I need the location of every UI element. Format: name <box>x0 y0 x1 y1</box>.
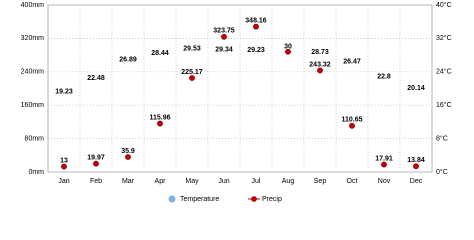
precip-label: 13.84 <box>407 157 425 164</box>
x-tick-label: Feb <box>90 178 102 185</box>
precip-dot <box>381 161 387 168</box>
temperature-label: 22.48 <box>87 75 105 82</box>
temperature-label: 29.23 <box>247 47 265 54</box>
legend-label: Temperature <box>180 196 219 203</box>
x-tick-label: Jun <box>218 178 229 185</box>
x-tick-label: Jul <box>252 178 261 185</box>
precip-label: 110.65 <box>341 117 362 124</box>
x-tick-label: Aug <box>282 178 295 185</box>
precip-dot <box>253 23 259 30</box>
temperature-label: 19.23 <box>55 89 73 96</box>
precip-label: 115.96 <box>149 114 170 121</box>
temperature-label: 29.53 <box>183 46 201 53</box>
temperature-label: 28.44 <box>151 50 169 57</box>
x-tick-label: Nov <box>378 178 391 185</box>
y-tick-label: 320mm <box>21 35 45 42</box>
x-tick-label: Dec <box>410 178 423 185</box>
y2-tick-label: 40°C <box>436 1 452 9</box>
y-tick-label: 0mm <box>28 169 44 176</box>
y-tick-label: 160mm <box>21 102 45 109</box>
legend-swatch <box>251 196 257 202</box>
x-tick-label: Oct <box>347 178 358 185</box>
x-tick-label: Sep <box>314 178 327 185</box>
precip-dot <box>189 75 195 81</box>
legend-item: Precip <box>248 196 282 203</box>
y-tick-label: 400mm <box>21 2 45 9</box>
precip-label: 348.16 <box>245 17 267 24</box>
temperature-label: 28.73 <box>311 49 329 56</box>
precip-dot <box>413 163 419 170</box>
y2-tick-label: 8°C <box>436 134 448 142</box>
x-tick-label: Jan <box>58 178 69 185</box>
precip-label: 13 <box>60 157 68 164</box>
precip-label: 225.17 <box>181 69 203 76</box>
precip-dot <box>317 67 323 74</box>
y-tick-label: 80mm <box>25 135 45 142</box>
y2-tick-label: 24°C <box>436 68 452 76</box>
y2-tick-label: 0°C <box>436 168 448 176</box>
temperature-label: 22.8 <box>377 74 391 81</box>
precip-dot <box>93 160 99 167</box>
y-tick-label: 240mm <box>21 69 45 76</box>
legend-label: Precip <box>262 196 282 203</box>
temperature-label: 26.89 <box>119 57 137 64</box>
temperature-label: 26.47 <box>343 58 361 65</box>
x-tick-label: Mar <box>122 178 135 185</box>
legend-item: Temperature <box>168 195 219 203</box>
x-tick-label: May <box>185 178 199 185</box>
precip-dot <box>349 122 355 129</box>
y2-tick-label: 16°C <box>436 101 452 109</box>
chart: 0mm 80mm 160mm 240mm 320mm 400mm 0°C 8°C 16°C 24°… <box>21 1 452 203</box>
temperature-label: 30 <box>284 44 292 51</box>
precip-label: 323.75 <box>213 28 235 35</box>
precip-dot <box>221 33 227 40</box>
legend-swatch <box>168 195 176 203</box>
precip-label: 243.32 <box>309 61 331 68</box>
precip-dot <box>125 154 131 160</box>
temperature-label: 20.14 <box>407 85 425 92</box>
precip-dot <box>285 48 291 55</box>
temperature-label: 29.34 <box>215 46 233 53</box>
precip-label: 17.91 <box>375 155 393 162</box>
precip-dot <box>61 163 67 170</box>
y2-tick-label: 32°C <box>436 34 452 42</box>
precip-label: 35.9 <box>121 148 135 155</box>
precip-label: 19.97 <box>87 155 105 162</box>
x-tick-label: Apr <box>155 178 167 185</box>
precip-dot <box>157 120 163 127</box>
